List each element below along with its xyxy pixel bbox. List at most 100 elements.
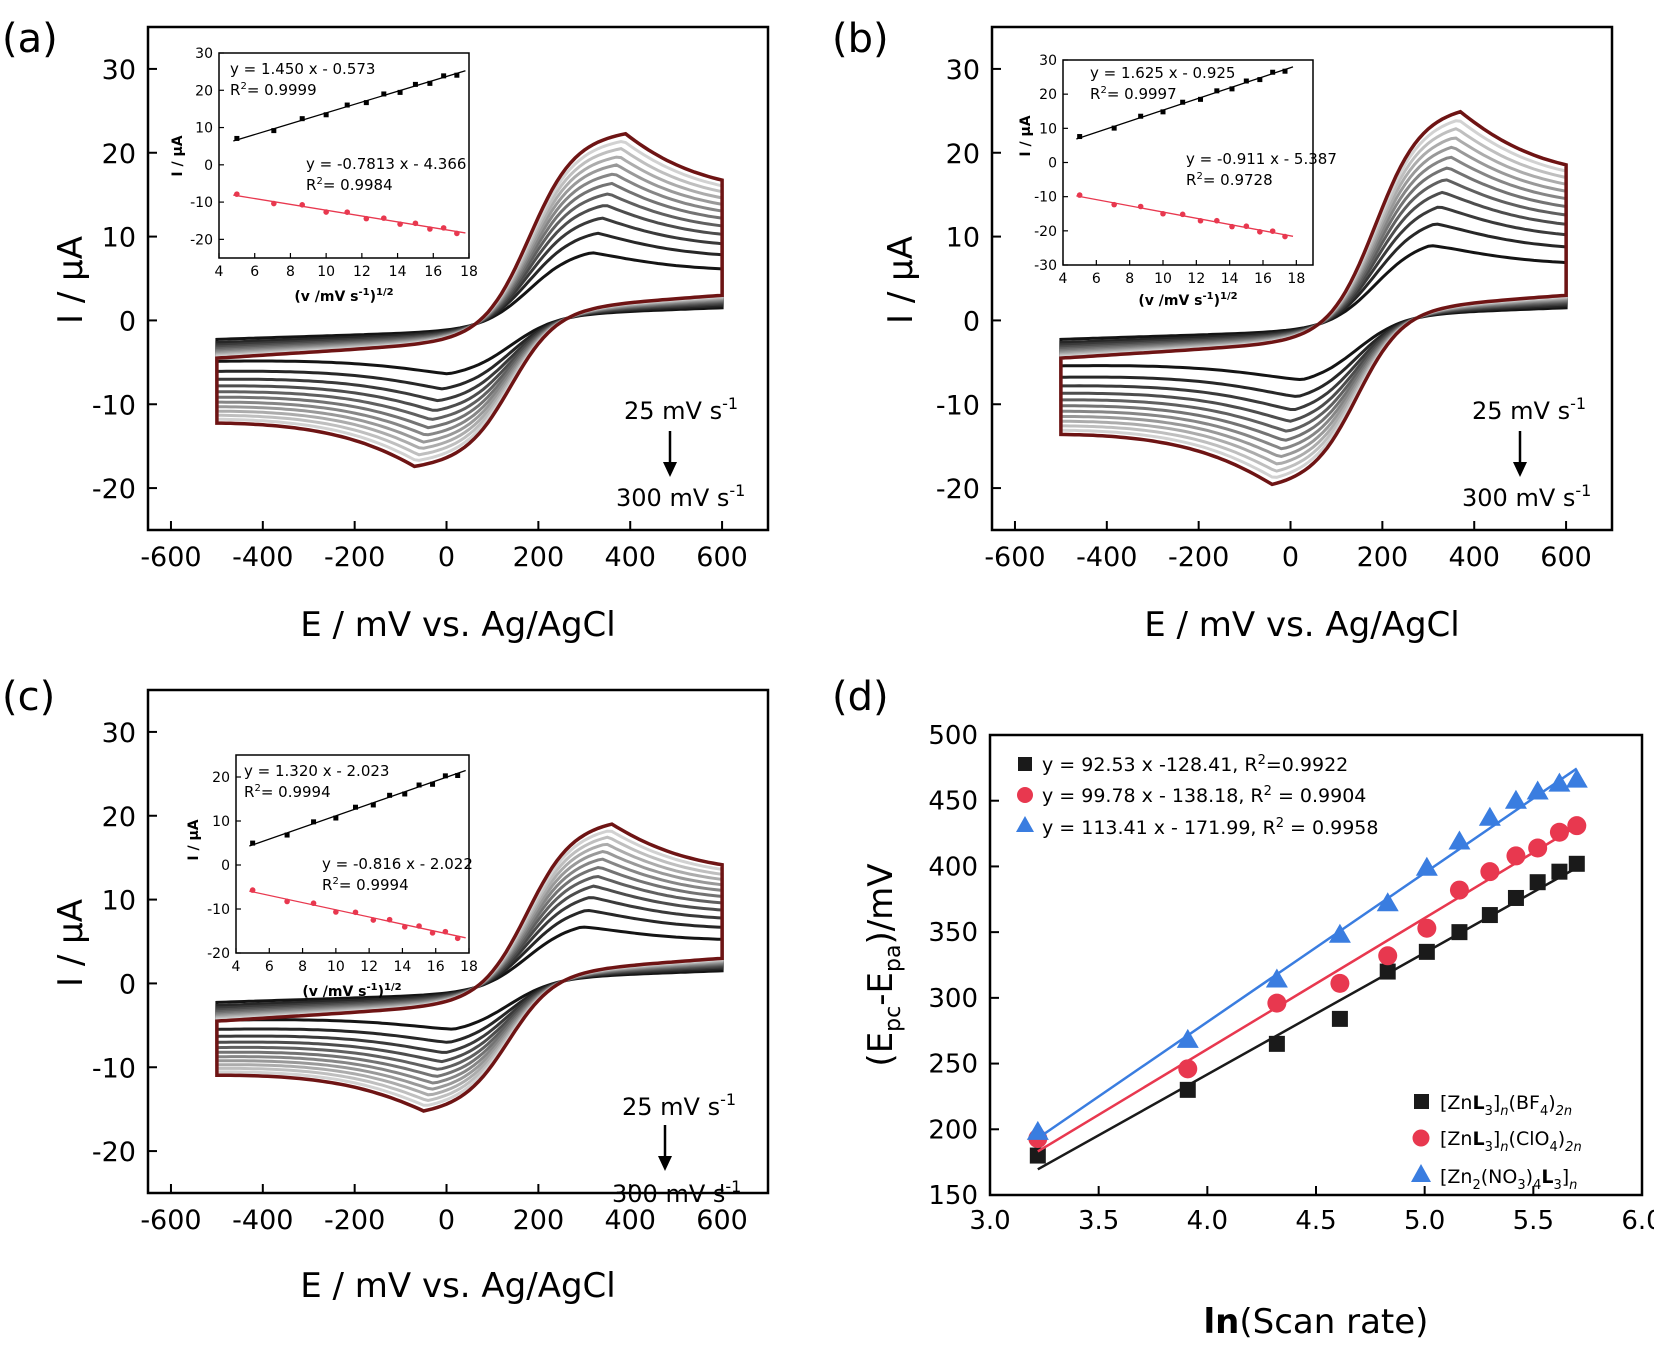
d-point-triangle xyxy=(1415,856,1438,876)
d-ytick-label: 350 xyxy=(928,918,978,948)
a-inset-xtick-label: 8 xyxy=(286,264,295,280)
a-inset-point xyxy=(363,215,370,222)
b-inset-xtick-label: 10 xyxy=(1154,271,1172,287)
panel-b-curves xyxy=(1059,109,1568,487)
d-point-square xyxy=(1451,924,1468,941)
panel-d-legend3-marker xyxy=(1411,1164,1431,1182)
c-ytick-label: 30 xyxy=(102,718,136,749)
b-inset-point xyxy=(1077,134,1083,140)
panel-d-eq3-post: = 0.9958 xyxy=(1284,817,1378,839)
a-xtick-label: -400 xyxy=(232,542,293,573)
panel-a-scan-rate-annotation: 25 mV s-1 300 mV s-1 xyxy=(616,394,745,512)
svg-text:y = 99.78 x - 138.18, R2 = 0.9: y = 99.78 x - 138.18, R2 = 0.9904 xyxy=(1042,784,1366,807)
a-inset-ytick-label: -10 xyxy=(190,195,213,211)
a-inset-point xyxy=(234,135,240,141)
d-point-square xyxy=(1551,863,1568,880)
panel-c-inset-xlabel: (v /mV s xyxy=(302,984,366,1000)
panel-d-eq1-marker xyxy=(1018,757,1032,771)
panel-d-eq2-sup: 2 xyxy=(1264,784,1272,799)
panel-a-letter: (a) xyxy=(2,16,58,62)
d-point-circle xyxy=(1549,822,1569,842)
panel-c-rate-end-exp: -1 xyxy=(725,1177,741,1196)
b-inset-point xyxy=(1214,217,1220,224)
c-inset-point xyxy=(310,900,317,907)
panel-a-inset-ylabel: I / μA xyxy=(170,135,186,176)
panel-c-inset-plot: 4 6 8 10 12 14 16 18 20 10 0 -10 -20 xyxy=(207,769,478,975)
c-inset-point xyxy=(352,804,358,810)
a-inset-ytick-label: 20 xyxy=(195,83,213,99)
a-inset-point xyxy=(427,226,433,232)
b-inset-point xyxy=(1111,125,1117,131)
panel-d-legend2-label: [ZnL3]n(ClO4)2n xyxy=(1440,1128,1582,1155)
c-inset-ytick-label: 20 xyxy=(212,770,230,786)
b-ytick-label: 20 xyxy=(946,139,980,170)
panel-a-rate-end: 300 mV s xyxy=(616,484,729,512)
d-point-circle xyxy=(1528,838,1548,858)
d-point-triangle xyxy=(1448,830,1471,850)
b-inset-point xyxy=(1138,113,1144,119)
panel-a-inset-eq1: y = 1.450 x - 0.573 xyxy=(230,60,375,78)
panel-d-ylabel-mid: -E xyxy=(861,972,901,1006)
a-inset-point xyxy=(440,225,447,231)
d-point-circle xyxy=(1449,880,1469,900)
c-inset-xtick-label: 6 xyxy=(265,959,274,975)
b-xtick-label: -200 xyxy=(1168,542,1229,573)
c-inset-xtick-label: 16 xyxy=(427,959,445,975)
panel-a-rate-start-exp: -1 xyxy=(722,394,738,413)
b-inset-point xyxy=(1282,233,1288,240)
panel-a-ylabel: I / μA xyxy=(51,236,91,324)
panel-c-letter: (c) xyxy=(2,674,55,720)
panel-a-inset: 4 6 8 10 12 14 16 18 30 20 10 0 -10 -20 y = 1.450 x -… xyxy=(170,46,478,305)
svg-text:300 mV s-1: 300 mV s-1 xyxy=(616,481,745,512)
b-inset-ytick-label: -10 xyxy=(1034,190,1057,206)
a-inset-point xyxy=(381,215,387,221)
panel-b-inset-ylabel: I / μA xyxy=(1018,115,1034,156)
a-inset-ytick-label: 0 xyxy=(204,158,213,174)
c-inset-point xyxy=(455,773,461,779)
a-inset-point xyxy=(381,91,387,97)
panel-c-inset-r1-value: = 0.9994 xyxy=(261,783,331,801)
panel-a-rate-arrowhead xyxy=(663,462,677,477)
d-xtick-label: 5.0 xyxy=(1404,1206,1445,1236)
d-point-square xyxy=(1481,907,1498,924)
c-inset-xtick-label: 8 xyxy=(298,959,307,975)
b-inset-ytick-label: 30 xyxy=(1039,53,1057,69)
d-xtick-label: 3.0 xyxy=(969,1206,1010,1236)
b-ytick-label: 0 xyxy=(963,306,980,337)
svg-text:25 mV s-1: 25 mV s-1 xyxy=(1472,394,1586,425)
svg-text:R2= 0.9994: R2= 0.9994 xyxy=(322,876,409,894)
panel-b-inset-eq1: y = 1.625 x - 0.925 xyxy=(1090,64,1235,82)
panel-b-inset-r1-sup: 2 xyxy=(1100,85,1106,96)
panel-d-eq2-pre: y = 99.78 x - 138.18, R xyxy=(1042,785,1264,807)
panel-d-eq1-post: =0.9922 xyxy=(1266,754,1348,776)
d-ytick-label: 400 xyxy=(928,852,978,882)
panel-b-rate-start: 25 mV s xyxy=(1472,397,1570,425)
c-ytick-label: -20 xyxy=(92,1137,136,1168)
a-xtick-label: 0 xyxy=(438,542,455,573)
panel-d-equations: y = 92.53 x -128.41, R2=0.9922 y = 99.78… xyxy=(1016,753,1378,839)
svg-text:R2= 0.9999: R2= 0.9999 xyxy=(230,81,317,99)
a-inset-point xyxy=(397,89,403,95)
b-inset-ytick-label: 0 xyxy=(1048,156,1057,172)
panel-a-inset-xlabel-close: ) xyxy=(370,289,376,305)
panel-c-frame xyxy=(146,688,770,1195)
panel-b-inset-xlabel-close: ) xyxy=(1214,293,1220,309)
a-inset-fit-line-1 xyxy=(233,194,466,234)
panel-c-inset-eq2: y = -0.816 x - 2.022 xyxy=(322,855,473,873)
panel-d-y-axis: 500 450 400 350 300 250 200 150 xyxy=(928,721,999,1211)
panel-c-ylabel: I / μA xyxy=(51,899,91,987)
d-point-circle xyxy=(1480,862,1500,882)
svg-text:300 mV s-1: 300 mV s-1 xyxy=(1462,481,1591,512)
d-point-square xyxy=(1379,963,1396,980)
b-inset-ytick-label: -20 xyxy=(1034,224,1057,240)
c-inset-point xyxy=(402,791,408,797)
c-inset-point xyxy=(370,917,377,923)
panel-d-letter: (d) xyxy=(832,674,889,720)
panel-a-inset-r1-prefix: R xyxy=(230,81,240,99)
svg-text:25 mV s-1: 25 mV s-1 xyxy=(622,1090,736,1121)
a-ytick-label: 20 xyxy=(102,139,136,170)
d-point-triangle xyxy=(1176,1028,1199,1048)
d-point-triangle xyxy=(1565,768,1588,788)
d-point-triangle xyxy=(1478,806,1501,826)
